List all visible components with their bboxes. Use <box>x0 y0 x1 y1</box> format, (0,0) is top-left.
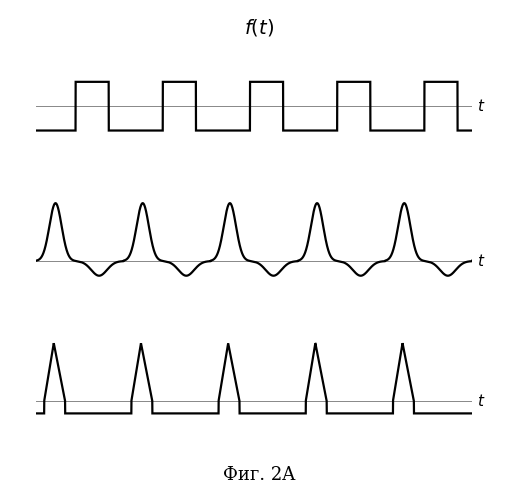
Text: $t$: $t$ <box>476 98 485 114</box>
Text: $t$: $t$ <box>476 393 485 409</box>
Text: Фиг. 2A: Фиг. 2A <box>223 466 296 484</box>
Text: $f(t)$: $f(t)$ <box>244 17 275 38</box>
Text: $t$: $t$ <box>476 253 485 269</box>
